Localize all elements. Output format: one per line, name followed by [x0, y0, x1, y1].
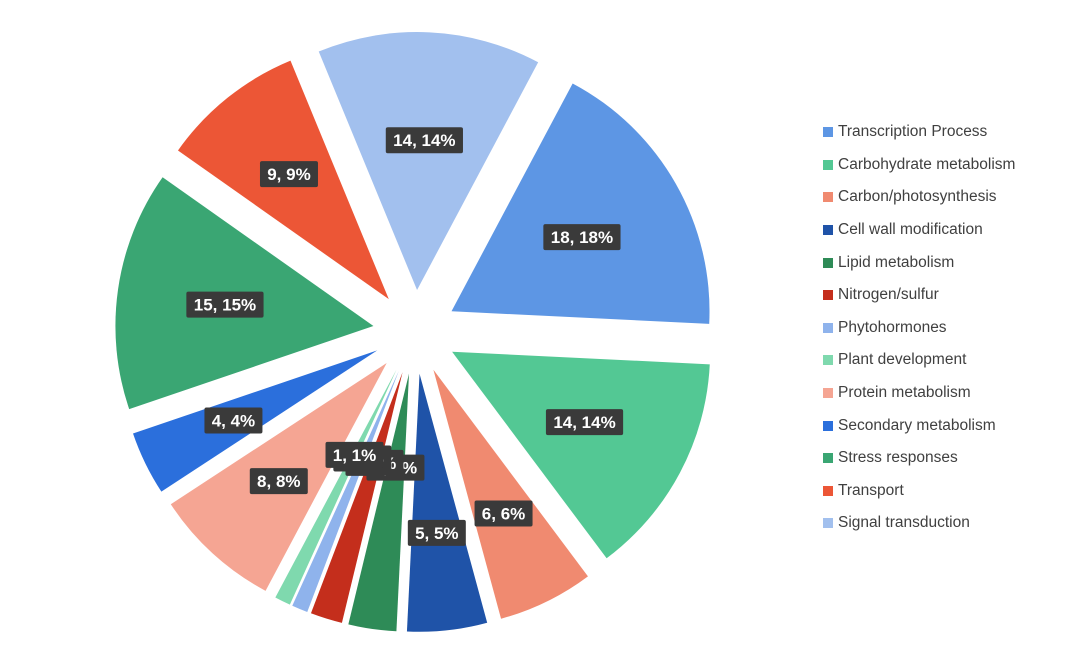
data-label-text: 9, 9% [267, 165, 310, 184]
legend-label: Carbon/photosynthesis [838, 188, 997, 206]
legend-swatch [823, 225, 833, 236]
data-label-text: 1, 1% [333, 446, 376, 465]
data-label-box [259, 161, 318, 188]
data-label-text: 8, 8% [257, 472, 300, 491]
data-label-text: 4, 4% [212, 412, 255, 431]
pie-slice-signal-transduction [318, 32, 539, 291]
data-label-box [474, 500, 533, 527]
data-label-box [186, 291, 264, 318]
pie-slice-carbon-photosynthesis [433, 369, 588, 619]
data-label-box [407, 519, 466, 546]
data-label-box [249, 468, 308, 495]
data-label-transport: 9, 9% [259, 161, 318, 188]
chart-legend: Transcription Process Carbohydrate metabo… [815, 110, 1057, 538]
legend-item-phytohormones: Phytohormones [823, 312, 1057, 345]
legend-swatch [823, 355, 833, 366]
pie-slice-transcription-process [451, 83, 710, 324]
data-label-box [204, 407, 263, 434]
legend-item-carbon-photosynthesis: Carbon/photosynthesis [823, 181, 1057, 214]
data-label-transcription-process: 18, 18% [543, 224, 621, 251]
legend-swatch [823, 518, 833, 529]
data-label-stress-responses: 15, 15% [186, 291, 264, 318]
data-label-box [543, 224, 621, 251]
legend-label: Plant development [838, 351, 967, 369]
legend-item-protein-metabolism: Protein metabolism [823, 377, 1057, 410]
data-label-text: 18, 18% [551, 228, 613, 247]
data-label-carbohydrate-metabolism: 14, 14% [545, 409, 624, 436]
legend-item-secondary-metabolism: Secondary metabolism [823, 409, 1057, 442]
data-label-box [325, 441, 384, 468]
legend-label: Signal transduction [838, 514, 970, 532]
legend-item-transcription-process: Transcription Process [823, 116, 1057, 149]
legend-label: Transcription Process [838, 123, 988, 141]
data-label-box [545, 409, 624, 436]
legend-item-transport: Transport [823, 475, 1057, 508]
legend-label: Lipid metabolism [838, 253, 955, 271]
legend-item-stress-responses: Stress responses [823, 442, 1057, 475]
legend-item-signal-transduction: Signal transduction [823, 507, 1057, 540]
legend-item-carbohydrate-metabolism: Carbohydrate metabolism [823, 149, 1057, 182]
legend-swatch [823, 192, 833, 203]
legend-item-lipid-metabolism: Lipid metabolism [823, 246, 1057, 279]
pie-slice-phytohormones [292, 370, 399, 612]
data-label-signal-transduction: 14, 14% [385, 127, 463, 154]
legend-label: Cell wall modification [838, 221, 983, 239]
legend-item-plant-development: Plant development [823, 344, 1057, 377]
legend-swatch [823, 453, 833, 464]
data-label-text: 5, 5% [415, 524, 458, 543]
legend-label: Transport [838, 481, 904, 499]
legend-label: Carbohydrate metabolism [838, 155, 1016, 173]
data-label-carbon-photosynthesis: 6, 6% [474, 500, 533, 527]
legend-item-nitrogen-sulfur: Nitrogen/sulfur [823, 279, 1057, 312]
legend-swatch [823, 290, 833, 301]
legend-swatch [823, 420, 833, 431]
data-label-plant-development: 1, 1% [325, 441, 384, 468]
legend-swatch [823, 159, 833, 170]
data-label-text: 15, 15% [194, 296, 256, 315]
data-label-secondary-metabolism: 4, 4% [204, 407, 263, 434]
legend-swatch [823, 257, 833, 268]
pie-slice-carbohydrate-metabolism [452, 351, 710, 559]
data-label-protein-metabolism: 8, 8% [249, 468, 308, 495]
pie-slice-plant-development [275, 369, 397, 605]
pie-slice-nitrogen-sulfur [310, 372, 403, 623]
legend-swatch [823, 127, 833, 138]
legend-swatch [823, 485, 833, 496]
legend-label: Phytohormones [838, 318, 947, 336]
data-label-cell-wall-modification: 5, 5% [407, 519, 466, 546]
pie-data-labels: 18, 18%14, 14%6, 6%5, 5%3, 3%2, 2%1, 1%1… [186, 127, 624, 546]
legend-swatch [823, 322, 833, 333]
pie-slice-cell-wall-modification [406, 373, 488, 632]
legend-label: Stress responses [838, 449, 958, 467]
pie-slice-lipid-metabolism [348, 373, 410, 632]
data-label-text: 6, 6% [482, 505, 525, 524]
legend-swatch [823, 388, 833, 399]
legend-label: Protein metabolism [838, 384, 971, 402]
data-label-box [385, 127, 463, 154]
pie-chart: 18, 18%14, 14%6, 6%5, 5%3, 3%2, 2%1, 1%1… [115, 32, 710, 632]
legend-label: Nitrogen/sulfur [838, 286, 939, 304]
data-label-text: 14, 14% [553, 413, 615, 432]
legend-label: Secondary metabolism [838, 416, 996, 434]
legend-item-cell-wall-modification: Cell wall modification [823, 214, 1057, 247]
data-label-text: 14, 14% [393, 131, 455, 150]
